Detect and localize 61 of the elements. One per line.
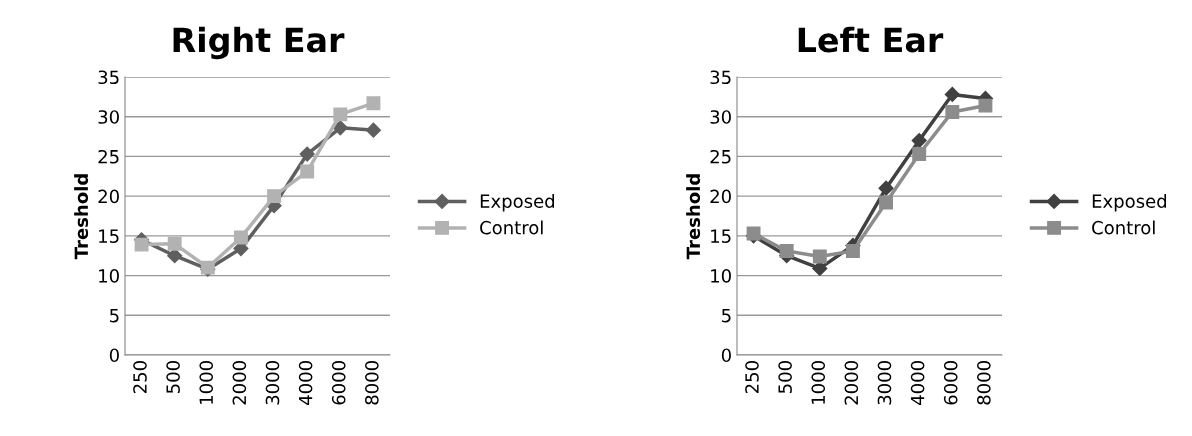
x-tick-label: 4000 [298, 361, 313, 405]
x-tick-label: 6000 [331, 361, 346, 405]
x-tick-label: 500 [166, 361, 180, 393]
point [167, 236, 182, 251]
point [267, 189, 282, 204]
y-tick-label: 20 [710, 189, 731, 204]
x-tick-label: 250 [745, 361, 759, 393]
y-tick-label: 30 [710, 110, 731, 124]
x-tick-label: 1000 [199, 361, 214, 404]
y-tick-label: 0 [721, 348, 731, 363]
x-tick-label: 8000 [977, 361, 991, 405]
point [845, 244, 860, 258]
point [365, 122, 382, 138]
y-tick-label: 20 [98, 189, 119, 204]
x-tick-label: 2000 [232, 361, 247, 405]
chart-title: Right Ear [173, 26, 345, 60]
point [167, 248, 183, 264]
point [366, 96, 381, 111]
point [299, 146, 315, 162]
legend-label: Exposed [480, 194, 555, 212]
point [912, 147, 927, 161]
x-tick-label: 8000 [365, 361, 379, 405]
x-tick-label: 6000 [943, 361, 958, 405]
y-tick-label: 5 [722, 308, 731, 323]
x-tick-label: 250 [133, 361, 147, 393]
point [878, 180, 894, 196]
point [332, 120, 348, 136]
y-tick-label: 35 [98, 70, 119, 85]
y-tick-label: 0 [109, 348, 119, 363]
y-tick-label: 10 [711, 269, 731, 283]
point [879, 195, 894, 210]
legend-label: Control [480, 220, 543, 235]
point [300, 164, 315, 179]
y-tick-label: 35 [710, 70, 731, 85]
x-tick-label: 3000 [265, 361, 280, 405]
y-tick-label: 5 [110, 308, 119, 323]
point [945, 105, 960, 119]
point [779, 244, 794, 258]
y-tick-label: 25 [98, 149, 119, 164]
point [944, 86, 960, 103]
y-tick-label: 25 [710, 149, 731, 164]
y-axis-title: Treshold [686, 174, 701, 260]
x-tick-label: 500 [778, 361, 792, 393]
legend-label: Control [1092, 220, 1155, 235]
y-tick-label: 10 [99, 269, 119, 283]
y-tick-label: 15 [99, 229, 119, 243]
y-axis-title: Treshold [74, 174, 89, 260]
point [812, 249, 827, 264]
chart-title: Left Ear [798, 26, 944, 53]
y-tick-label: 15 [711, 229, 731, 243]
x-tick-label: 3000 [877, 361, 892, 405]
x-tick-label: 4000 [910, 361, 925, 405]
point [333, 107, 348, 122]
point [233, 230, 248, 245]
x-tick-label: 2000 [844, 361, 859, 405]
point [134, 237, 149, 252]
x-tick-label: 1000 [811, 361, 826, 404]
y-tick-label: 30 [98, 110, 119, 124]
point [911, 132, 927, 149]
point [978, 98, 993, 113]
legend-label: Exposed [1092, 194, 1167, 212]
